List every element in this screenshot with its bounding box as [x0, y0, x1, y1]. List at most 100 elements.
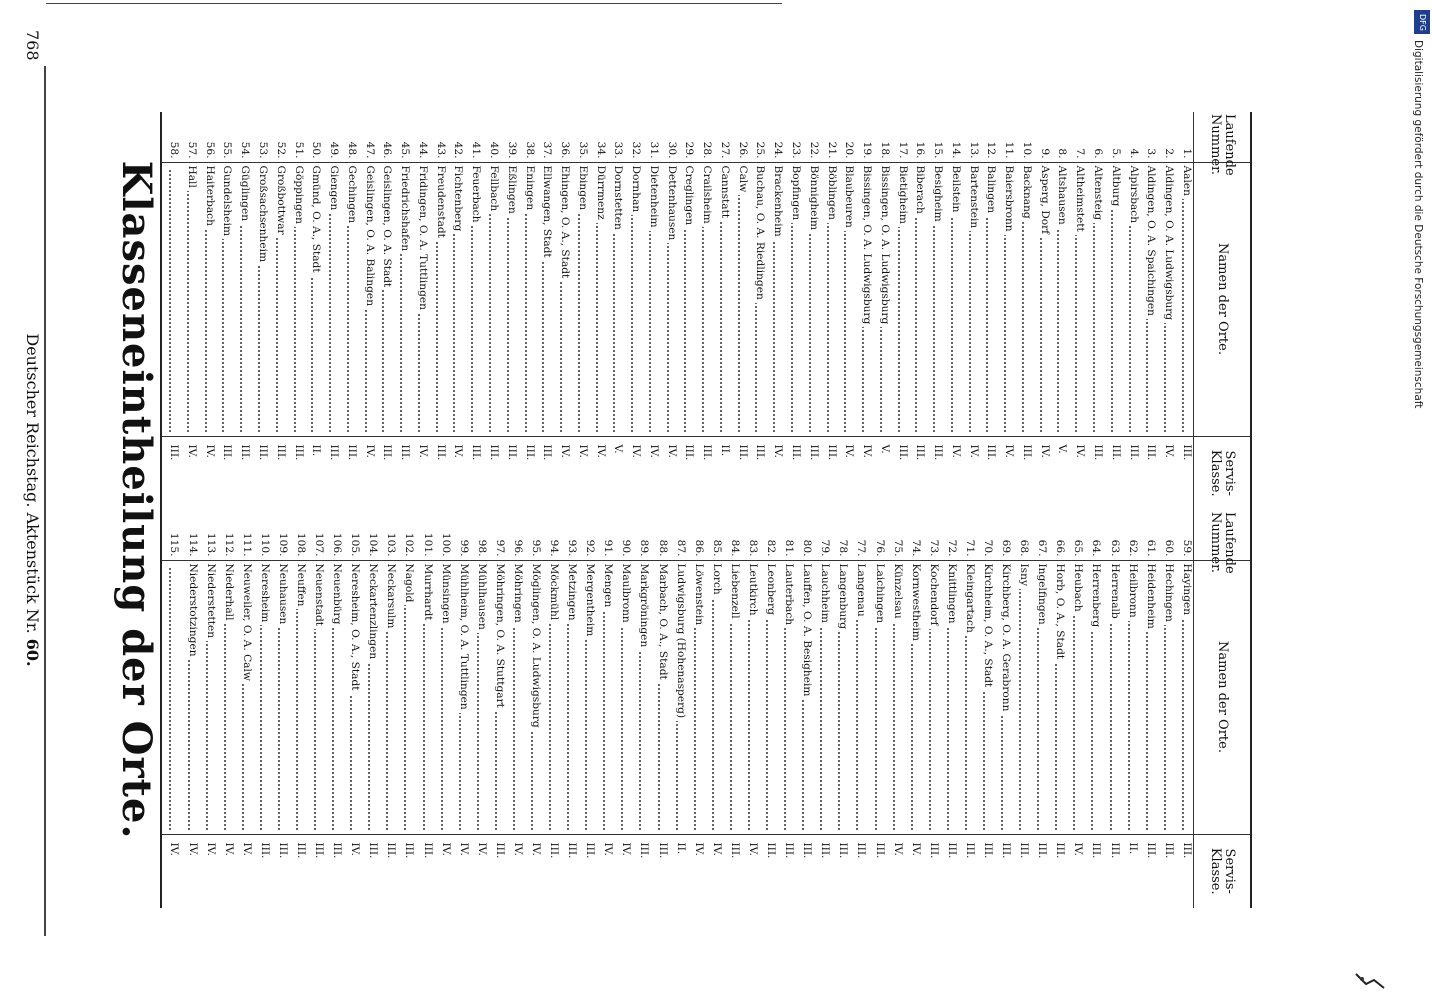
servis-class: III.	[831, 834, 850, 908]
servis-class: IV.	[523, 834, 543, 908]
row-number: 105.	[349, 532, 362, 557]
table-row: 103. Neckarsulm III.	[379, 510, 398, 908]
table-row: 19. Bissingen, O. A. Ludwigsburg IV.	[855, 112, 874, 510]
table-row: 75. Künzelsau IV.	[885, 510, 904, 908]
servis-class: III.	[1139, 436, 1158, 510]
digitization-note: Digitalisierung gefördert durch die Deut…	[1412, 40, 1424, 409]
place-name: Gechingen	[340, 162, 358, 436]
table-row: 60. Hechingen III.	[1156, 510, 1175, 908]
place-name-text: Leonberg	[765, 563, 778, 618]
place-name-text: Besigheim	[932, 165, 945, 225]
place-name: Kirchheim, O. A., Stadt	[975, 560, 994, 834]
running-head: Deutscher Reichstag. Aktenstück Nr. 60.	[23, 0, 42, 1000]
row-number: 92.	[584, 539, 597, 557]
table-row: 39. Eßlingen III.	[499, 112, 518, 510]
table-row: 99. Mühlheim, O. A. Tuttlingen IV.	[451, 510, 470, 908]
row-number: 31.	[647, 141, 660, 159]
place-name	[161, 162, 181, 436]
row-number: 25.	[754, 141, 767, 159]
place-name-text: Isny	[1018, 563, 1031, 589]
table-row: 14. Beilstein IV.	[944, 112, 962, 510]
place-name-text: Niederhall	[222, 563, 235, 624]
row-number: 26.	[736, 141, 749, 159]
place-name: Neuweiler, O. A. Calw	[234, 560, 253, 834]
servis-class: II.	[668, 834, 687, 908]
place-name-text: Neresheim	[258, 563, 271, 626]
place-name-text	[168, 165, 181, 169]
table-row: 68. Isny III.	[1012, 510, 1031, 908]
servis-class: IV.	[216, 834, 235, 908]
place-name-text: Creglingen	[683, 165, 696, 229]
servis-class: IV.	[571, 436, 589, 510]
place-name-text: Marbach, O. A., Stadt	[656, 563, 669, 683]
row-number: 87.	[674, 539, 687, 557]
row-number: 45.	[399, 141, 412, 159]
row-number: 5.	[1109, 148, 1122, 159]
table-row: 24. Brackenheim IV.	[766, 112, 785, 510]
place-name: Balingen	[979, 162, 998, 436]
place-name-text: Metzingen	[566, 563, 579, 624]
place-name-text: Neuffen	[295, 563, 308, 610]
row-number: 102.	[403, 532, 416, 557]
servis-class: III.	[464, 436, 483, 510]
table-row: 55. Gundelsheim III.	[215, 112, 234, 510]
place-name: Leutkirch	[740, 560, 759, 834]
table-row: 70. Kirchheim, O. A., Stadt III.	[975, 510, 994, 908]
row-number: 77.	[855, 539, 868, 557]
place-name: Dornhan	[624, 162, 643, 436]
col-header-class: Servis-Klasse.	[1193, 436, 1251, 510]
table-row: 35. Ebingen IV.	[571, 112, 589, 510]
place-name: Altensteig	[1086, 162, 1105, 436]
row-number: 57.	[185, 141, 198, 159]
row-number: 19.	[861, 141, 874, 159]
class-table-left: Laufende Nummer. Namen der Orte. Servis-…	[160, 112, 1252, 510]
row-number: 13.	[967, 141, 980, 159]
place-name-text: Neckartenzlingen	[367, 563, 380, 663]
place-name: Niederstotzingen	[180, 560, 199, 834]
place-name-text: Hayingen	[1181, 563, 1193, 619]
place-name: Eningen	[517, 162, 536, 436]
table-row: 37. Ellwangen, Stadt III.	[535, 112, 554, 510]
place-name: Geislingen, O. A. Balingen	[357, 162, 376, 436]
place-name: Blaubeuren	[837, 162, 856, 436]
table-row: 79. Lauchheim III.	[813, 510, 832, 908]
place-name: Lauffen, O. A. Besigheim	[795, 560, 814, 834]
row-number: 75.	[891, 539, 904, 557]
row-number: 23.	[790, 141, 802, 159]
table-row: 63. Herrenalb III.	[1102, 510, 1121, 908]
row-number: 46.	[381, 141, 394, 159]
servis-class: III.	[1030, 834, 1049, 908]
place-name-text: Gundelsheim	[221, 165, 234, 240]
place-name-text: Künzelsau	[891, 563, 904, 622]
servis-class: IV.	[944, 436, 962, 510]
row-number: 110.	[258, 532, 271, 557]
servis-class: III.	[560, 834, 579, 908]
place-name: Möckmühl	[542, 560, 561, 834]
place-name-text: Heidenheim	[1144, 563, 1157, 632]
table-row: 12. Balingen III.	[979, 112, 998, 510]
place-name: Neckartenzlingen	[361, 560, 380, 834]
place-name-text: Münsingen	[439, 563, 452, 627]
table-row: 83. Leutkirch IV.	[740, 510, 759, 908]
table-row: 23. Bopfingen III.	[784, 112, 802, 510]
place-name: Fridingen, O. A. Tuttlingen	[411, 162, 429, 436]
row-number: 81.	[783, 539, 796, 557]
page-title: Klasseneintheilung der Orte.	[113, 160, 160, 840]
place-name: Langenau	[849, 560, 868, 834]
place-name-text: Eningen	[523, 165, 536, 214]
place-name: Creglingen	[677, 162, 696, 436]
place-name: Gundelsheim	[215, 162, 234, 436]
place-name: Bartenstein	[961, 162, 980, 436]
servis-class: III.	[784, 436, 802, 510]
place-name-text: Hall	[185, 165, 198, 191]
col-header-class: Servis-Klasse.	[1193, 834, 1251, 908]
servis-class: IV.	[659, 436, 678, 510]
place-name-text: Lauterbach	[783, 563, 796, 629]
table-row: 101. Murrhardt III.	[415, 510, 434, 908]
table-row: 47. Geislingen, O. A. Balingen IV.	[357, 112, 376, 510]
row-number: 37.	[541, 141, 554, 159]
row-number: 14.	[949, 141, 962, 159]
place-name-text: Möhringen, O. A. Stuttgart	[493, 563, 506, 711]
table-row: 77. Langenau III.	[849, 510, 868, 908]
place-name: Metzingen	[560, 560, 579, 834]
